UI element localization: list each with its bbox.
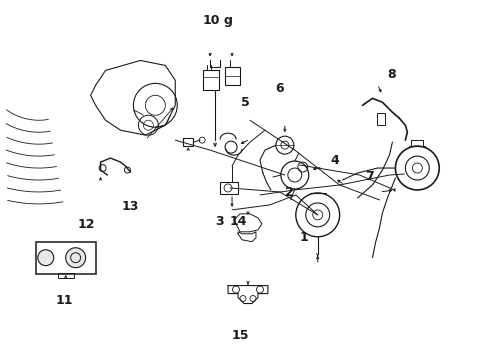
Text: 2: 2 — [285, 186, 294, 199]
Text: 5: 5 — [241, 96, 249, 109]
Bar — [377, 113, 386, 125]
Bar — [203, 71, 219, 90]
Text: 12: 12 — [77, 218, 95, 231]
Text: g: g — [223, 14, 232, 27]
Text: 10: 10 — [202, 14, 220, 27]
Text: 15: 15 — [231, 329, 249, 342]
Bar — [36, 242, 96, 274]
Text: 6: 6 — [275, 82, 284, 95]
Text: 1: 1 — [299, 231, 308, 244]
Bar — [58, 273, 74, 278]
Text: 3: 3 — [215, 215, 224, 228]
Circle shape — [38, 250, 54, 266]
Bar — [225, 67, 240, 85]
Circle shape — [66, 248, 86, 268]
Text: 4: 4 — [331, 154, 340, 167]
Text: 13: 13 — [122, 201, 139, 213]
Text: 8: 8 — [387, 68, 396, 81]
Bar — [220, 182, 238, 194]
Text: 11: 11 — [56, 294, 73, 307]
Text: 14: 14 — [230, 215, 247, 228]
Bar — [412, 140, 423, 146]
Bar — [183, 138, 193, 146]
Text: 7: 7 — [365, 170, 374, 183]
